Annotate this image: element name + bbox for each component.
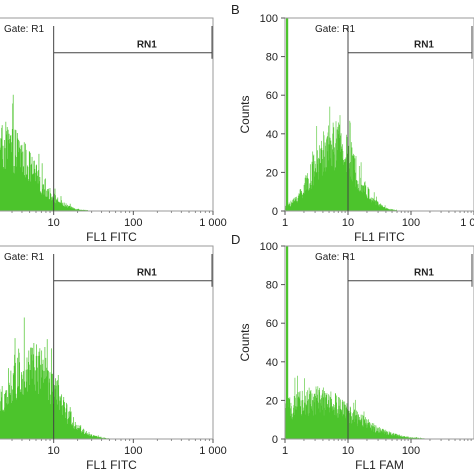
region-label: RN1 [414,268,434,279]
histogram-panel-1: RN1 Gate: R1 10 100 1 000 FL1 FITC [0,17,227,244]
histogram-bar-path [285,106,398,211]
histogram-bars [285,18,398,211]
panel-letter: B [231,2,240,17]
x-tick-label: 10 [48,445,60,457]
plot-frame [284,245,474,440]
histogram-panel-2: RN1 Gate: R1 1 10 100 1 000 FL1 FITC 0 20 40 60 80 1… [231,2,474,244]
y-axis-label: Counts [238,323,252,361]
y-tick-label: 100 [260,241,278,253]
y-tick-label: 40 [266,129,278,141]
y-tick-label: 60 [266,318,278,330]
x-tick-label: 100 [402,445,420,457]
x-tick-label: 10 [48,217,60,229]
histogram-bars [285,246,425,439]
x-axis-label: FL1 FAM [355,458,404,472]
x-tick-label: 10 [342,445,354,457]
x-tick-label: 1 000 [460,217,474,229]
y-tick-label: 80 [266,52,278,64]
region-label: RN1 [137,268,157,279]
y-tick-label: 80 [266,280,278,292]
x-tick-label: 100 [124,217,142,229]
region-label: RN1 [137,40,157,51]
x-axis-label: FL1 FITC [354,230,405,244]
panel-letter: D [231,232,240,247]
histogram-spike-bar [286,246,289,439]
x-tick-label: 1 [282,445,288,457]
histogram-bar-path [0,317,110,439]
x-tick-label: 1 000 [199,217,227,229]
histogram-bar-path [285,375,425,439]
histogram-panel-3: RN1 Gate: R1 10 100 1 000 FL1 FITC [0,245,227,472]
gate-label: Gate: R1 [4,252,44,263]
x-tick-label: 1 000 [199,445,227,457]
y-tick-label: 100 [260,13,278,25]
gate-label: Gate: R1 [315,24,355,35]
region-label: RN1 [414,40,434,51]
x-tick-label: 100 [124,445,142,457]
y-axis-label: Counts [238,95,252,133]
gate-label: Gate: R1 [4,24,44,35]
x-tick-label: 10 [342,217,354,229]
y-tick-label: 0 [272,434,278,446]
plot-frame [0,17,214,212]
histogram-bars [0,317,110,439]
plot-frame [0,245,214,440]
y-tick-label: 20 [266,395,278,407]
x-axis-label: FL1 FITC [86,458,137,472]
x-tick-label: 1 [282,217,288,229]
histogram-spike-bar [286,18,289,211]
y-tick-label: 40 [266,357,278,369]
y-tick-label: 0 [272,206,278,218]
gate-label: Gate: R1 [315,252,355,263]
y-tick-label: 60 [266,90,278,102]
x-tick-label: 100 [402,217,420,229]
histogram-bar-path [0,94,89,211]
y-tick-label: 20 [266,167,278,179]
plot-frame [284,17,474,212]
x-axis-label: FL1 FITC [86,230,137,244]
histogram-bars [0,94,89,211]
